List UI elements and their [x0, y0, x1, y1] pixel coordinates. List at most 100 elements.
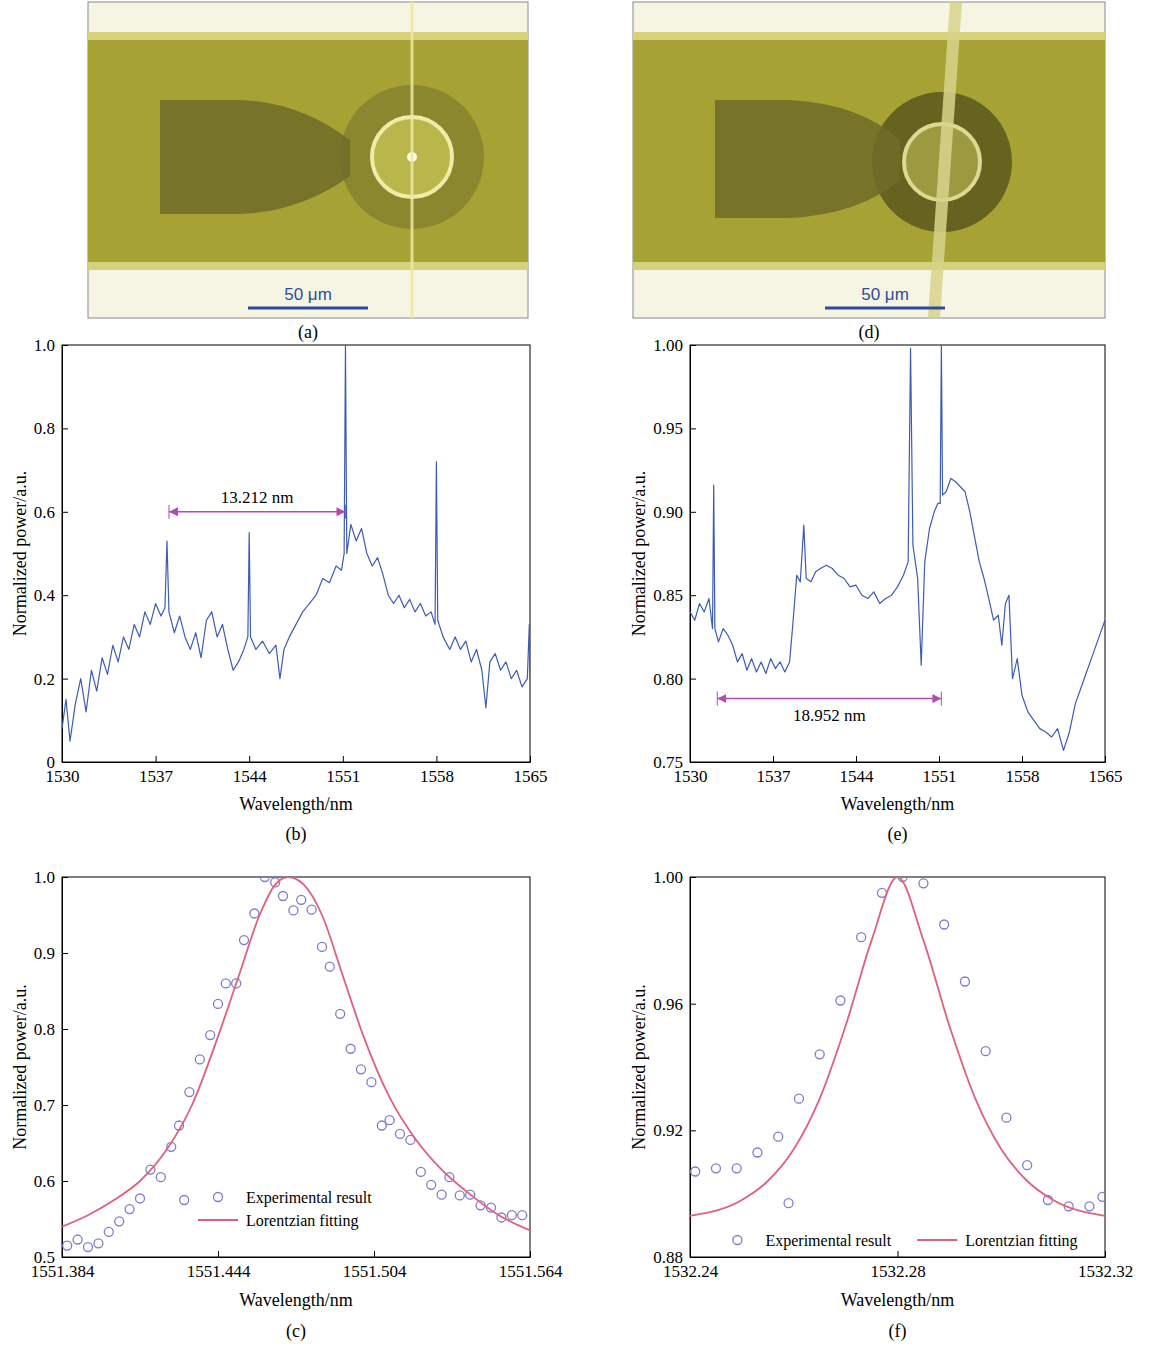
data-point	[455, 1191, 464, 1200]
axis-line	[690, 346, 691, 763]
data-point	[240, 936, 249, 945]
tick-label: 0.88	[653, 1248, 683, 1267]
x-axis: 153015371544155115581565	[674, 756, 1123, 786]
tick: 1.00	[653, 868, 696, 887]
axis-line	[690, 878, 691, 1258]
axis-line	[691, 1257, 1106, 1258]
tick-label: 0	[47, 753, 56, 772]
tick-label: 0.2	[34, 670, 55, 689]
plot-data	[690, 345, 1105, 750]
tick-label: 1537	[139, 767, 174, 786]
tick: 0.88	[653, 1248, 696, 1267]
tick-label: 0.8	[34, 419, 55, 438]
annotation: 18.952 nm	[717, 692, 941, 725]
data-point	[416, 1167, 425, 1176]
data-point	[289, 906, 298, 915]
data-point	[518, 1211, 527, 1220]
tick-mark	[690, 1257, 696, 1258]
tick: 0.8	[34, 419, 68, 438]
legend: Experimental resultLorentzian fitting	[198, 1189, 372, 1230]
legend-symbol	[198, 1219, 238, 1221]
tick-mark	[62, 877, 68, 878]
tick-mark	[939, 756, 940, 762]
x-axis-title: Wavelength/nm	[239, 1290, 353, 1310]
x-axis-title: Wavelength/nm	[841, 1290, 955, 1310]
tick-mark	[690, 762, 696, 763]
tick-mark	[62, 1257, 68, 1258]
plot-frame	[690, 877, 1105, 1257]
tick: 1565	[514, 756, 548, 786]
tick-label: 0.80	[653, 670, 683, 689]
annotation-cap	[717, 692, 718, 706]
tick-mark	[690, 679, 696, 680]
annotation-arrow	[717, 698, 941, 700]
annotation: 13.212 nm	[169, 488, 346, 519]
axis-line	[63, 762, 531, 763]
tick-label: 0.9	[34, 944, 55, 963]
legend-label: Lorentzian fitting	[965, 1232, 1077, 1250]
legend-symbol	[917, 1239, 957, 1241]
annotation-label: 13.212 nm	[221, 488, 294, 507]
tick-mark	[690, 512, 696, 513]
data-point	[385, 1116, 394, 1125]
tick-mark	[62, 1105, 68, 1106]
tick-label: 0.5	[34, 1248, 55, 1267]
data-point	[836, 996, 845, 1005]
tick-mark	[690, 877, 696, 878]
tick-label: 1.00	[653, 868, 683, 887]
tick: 0.90	[653, 503, 696, 522]
tick-label: 1537	[757, 767, 792, 786]
tick-label: 1544	[840, 767, 875, 786]
chart-panel: 15301537154415511558156500.20.40.60.81.0…	[10, 336, 548, 845]
tick-label: 1565	[1089, 767, 1123, 786]
data-point	[336, 1009, 345, 1018]
tick-label: 0.95	[653, 419, 683, 438]
tick-mark	[218, 1251, 219, 1257]
tick: 0.8	[34, 1020, 68, 1039]
tick-mark	[62, 595, 68, 596]
tick: 0.85	[653, 586, 696, 605]
y-axis: 00.20.40.60.81.0	[34, 336, 68, 772]
plot-data	[690, 877, 1105, 1216]
data-point	[125, 1205, 134, 1214]
legend-label: Experimental result	[246, 1189, 372, 1207]
funnel	[160, 100, 350, 214]
tick: 1551.444	[187, 1251, 251, 1281]
tick-label: 1551	[923, 767, 957, 786]
tick: 0.7	[34, 1096, 68, 1115]
fiber	[411, 2, 414, 318]
data-point	[1002, 1113, 1011, 1122]
data-point	[794, 1094, 803, 1103]
tick: 1551	[923, 756, 957, 786]
tick-mark	[62, 1029, 68, 1030]
data-point	[857, 933, 866, 942]
tick: 1551.504	[343, 1251, 407, 1281]
tick: 0.5	[34, 1248, 68, 1267]
y-axis-title: Normalized power/a.u.	[629, 471, 649, 636]
x-axis-title: Wavelength/nm	[239, 794, 353, 814]
substrate-edge	[88, 262, 528, 270]
tick: 1.0	[34, 868, 68, 887]
data-point	[1098, 1192, 1105, 1201]
panel-label: (a)	[298, 322, 318, 343]
data-point	[156, 1173, 165, 1182]
data-point	[346, 1044, 355, 1053]
data-point	[437, 1190, 446, 1199]
tick-mark	[343, 756, 344, 762]
x-axis: 1532.241532.281532.32	[663, 1251, 1133, 1281]
y-axis-title: Normalized power/a.u.	[10, 471, 30, 636]
tick: 1544	[233, 756, 268, 786]
image-background	[88, 2, 528, 318]
data-point	[180, 1196, 189, 1205]
y-axis: 0.880.920.961.00	[653, 868, 696, 1267]
tick-mark	[690, 1004, 696, 1005]
chart-panel: 1532.241532.281532.320.880.920.961.00Wav…	[629, 868, 1133, 1342]
tick: 1.00	[653, 336, 696, 355]
tick-label: 1565	[514, 767, 548, 786]
tick: 0.92	[653, 1121, 696, 1140]
data-point	[307, 905, 316, 914]
tick-label: 1551.504	[343, 1262, 407, 1281]
data-point	[919, 879, 928, 888]
chart-panel: 1530153715441551155815650.750.800.850.90…	[629, 336, 1122, 845]
annotation-cap	[168, 505, 169, 519]
